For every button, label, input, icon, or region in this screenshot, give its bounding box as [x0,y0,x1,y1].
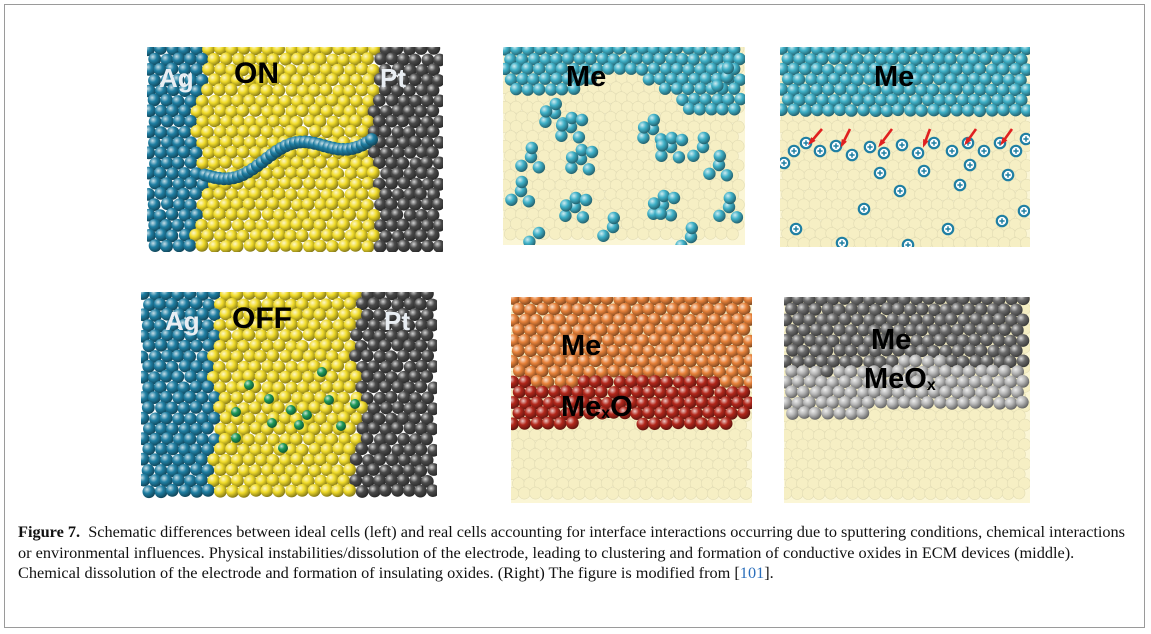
panel-dissolution: Me [780,47,1030,247]
figure-caption: Figure 7. Schematic differences between … [18,522,1128,584]
panel-ideal-off: Ag OFF Pt [141,292,437,500]
pt-electrode-label: Pt [380,63,406,93]
insulating-oxide-graphic [784,297,1030,503]
mexo-label: MexO [561,393,633,422]
panel-insulating-oxide: Me MeOx [784,297,1030,503]
me-label: Me [561,330,602,362]
reference-link[interactable]: 101 [739,563,765,582]
me-label: Me [871,324,912,356]
ideal-off-cell-graphic [141,292,437,499]
ag-electrode-label: Ag [159,63,194,93]
dissolution-graphic [780,47,1030,247]
caption-text: Schematic differences between ideal cell… [18,522,1126,582]
on-state-label: ON [234,57,279,90]
panel-conductive-oxide: Me MexO [511,297,752,503]
panel-clustering: Me [503,47,745,245]
figure-label: Figure 7. [18,522,81,541]
mexo-label-base: Me [561,391,602,423]
pt-electrode-label: Pt [384,306,410,336]
me-label: Me [874,61,915,93]
panel-ideal-on: Ag ON Pt [147,47,443,252]
mexo-label-sub: x [601,405,611,422]
ideal-on-cell-graphic [147,47,443,252]
meox-label: MeOx [864,365,936,394]
meox-label-sub: x [926,377,936,394]
off-state-label: OFF [232,302,292,335]
mexo-label-tail: O [610,391,633,423]
ag-electrode-label: Ag [165,306,200,336]
me-label: Me [566,61,607,93]
clustering-graphic [503,47,745,245]
conductive-oxide-graphic [511,297,752,503]
meox-label-base: MeO [864,363,927,395]
caption-tail: ]. [764,563,774,582]
